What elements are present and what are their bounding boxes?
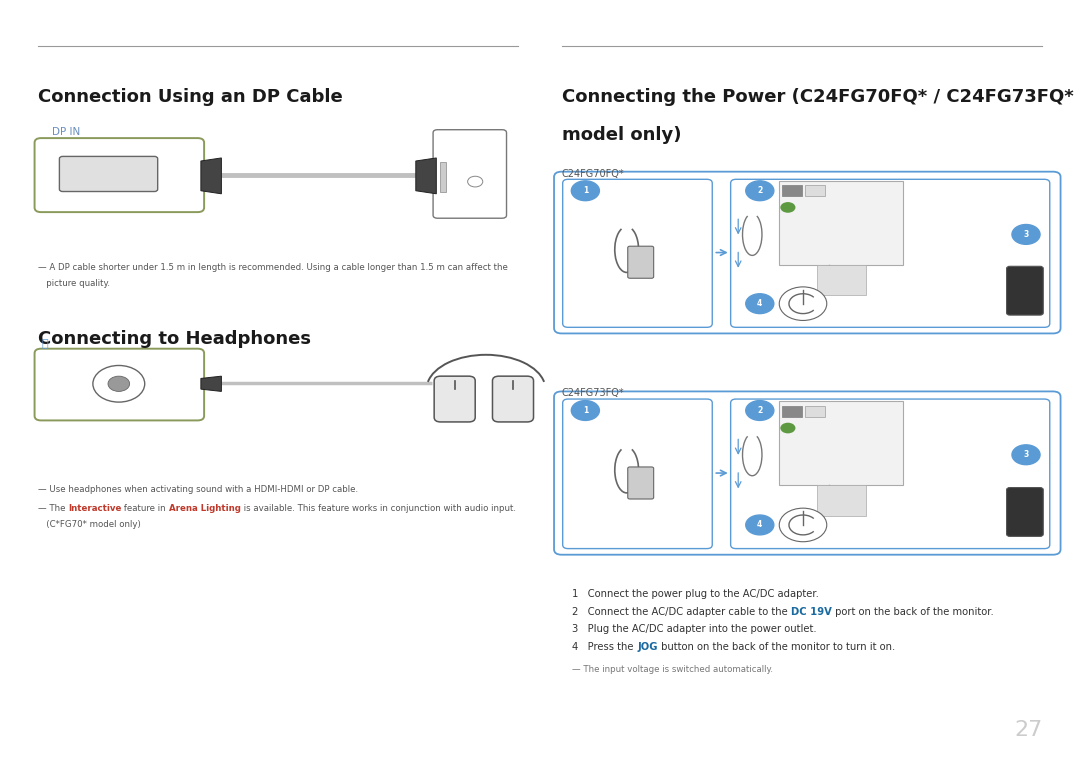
FancyBboxPatch shape bbox=[1007, 488, 1043, 536]
Circle shape bbox=[781, 202, 796, 213]
Text: 2: 2 bbox=[757, 186, 762, 195]
Text: 3: 3 bbox=[1024, 230, 1028, 239]
Circle shape bbox=[571, 401, 599, 420]
Circle shape bbox=[781, 423, 796, 433]
Text: 1: 1 bbox=[583, 406, 588, 415]
Circle shape bbox=[780, 287, 827, 320]
Text: is available. This feature works in conjunction with audio input.: is available. This feature works in conj… bbox=[241, 504, 515, 513]
Text: 2   Connect the AC/DC adapter cable to the: 2 Connect the AC/DC adapter cable to the bbox=[572, 607, 792, 617]
Text: C24FG70FQ*: C24FG70FQ* bbox=[562, 169, 624, 179]
Text: picture quality.: picture quality. bbox=[38, 279, 110, 288]
FancyBboxPatch shape bbox=[783, 185, 802, 196]
FancyBboxPatch shape bbox=[35, 349, 204, 420]
FancyBboxPatch shape bbox=[434, 376, 475, 422]
Text: 4   Press the: 4 Press the bbox=[572, 642, 637, 652]
FancyBboxPatch shape bbox=[35, 138, 204, 212]
Text: 4: 4 bbox=[757, 299, 762, 308]
FancyBboxPatch shape bbox=[59, 156, 158, 192]
FancyBboxPatch shape bbox=[806, 185, 825, 196]
FancyBboxPatch shape bbox=[627, 246, 653, 278]
FancyBboxPatch shape bbox=[783, 406, 802, 417]
FancyBboxPatch shape bbox=[433, 130, 507, 218]
Text: Connecting the Power (C24FG70FQ* / C24FG73FQ*: Connecting the Power (C24FG70FQ* / C24FG… bbox=[562, 88, 1074, 106]
FancyBboxPatch shape bbox=[816, 485, 866, 516]
Text: JOG: JOG bbox=[637, 642, 658, 652]
Circle shape bbox=[93, 365, 145, 402]
FancyBboxPatch shape bbox=[780, 181, 904, 265]
Text: — A DP cable shorter under 1.5 m in length is recommended. Using a cable longer : — A DP cable shorter under 1.5 m in leng… bbox=[38, 263, 508, 272]
Circle shape bbox=[780, 508, 827, 542]
Circle shape bbox=[108, 376, 130, 391]
Text: Interactive: Interactive bbox=[68, 504, 121, 513]
Text: DC 19V: DC 19V bbox=[792, 607, 833, 617]
FancyBboxPatch shape bbox=[806, 406, 825, 417]
Text: 2: 2 bbox=[757, 406, 762, 415]
Text: — Use headphones when activating sound with a HDMI-HDMI or DP cable.: — Use headphones when activating sound w… bbox=[38, 485, 357, 494]
Circle shape bbox=[746, 181, 774, 201]
FancyBboxPatch shape bbox=[554, 391, 1061, 555]
Circle shape bbox=[746, 294, 774, 314]
Circle shape bbox=[1012, 445, 1040, 465]
FancyBboxPatch shape bbox=[1007, 266, 1043, 315]
Text: Connection Using an DP Cable: Connection Using an DP Cable bbox=[38, 88, 342, 106]
Text: C24FG73FQ*: C24FG73FQ* bbox=[562, 388, 624, 398]
Text: DP IN: DP IN bbox=[52, 127, 80, 137]
Polygon shape bbox=[416, 158, 436, 194]
FancyBboxPatch shape bbox=[563, 179, 713, 327]
Text: port on the back of the monitor.: port on the back of the monitor. bbox=[833, 607, 994, 617]
Circle shape bbox=[1012, 224, 1040, 244]
FancyBboxPatch shape bbox=[731, 179, 1050, 327]
FancyBboxPatch shape bbox=[440, 162, 446, 192]
Text: Arena Lighting: Arena Lighting bbox=[168, 504, 241, 513]
Text: feature in: feature in bbox=[121, 504, 168, 513]
FancyBboxPatch shape bbox=[492, 376, 534, 422]
Text: button on the back of the monitor to turn it on.: button on the back of the monitor to tur… bbox=[658, 642, 894, 652]
Text: Connecting to Headphones: Connecting to Headphones bbox=[38, 330, 311, 348]
Circle shape bbox=[571, 181, 599, 201]
FancyBboxPatch shape bbox=[780, 401, 904, 485]
FancyBboxPatch shape bbox=[816, 265, 866, 295]
Polygon shape bbox=[201, 376, 221, 391]
FancyBboxPatch shape bbox=[627, 467, 653, 499]
Text: 1   Connect the power plug to the AC/DC adapter.: 1 Connect the power plug to the AC/DC ad… bbox=[572, 589, 820, 599]
Polygon shape bbox=[201, 158, 221, 194]
Text: — The: — The bbox=[38, 504, 68, 513]
Circle shape bbox=[746, 401, 774, 420]
Text: 3: 3 bbox=[1024, 450, 1028, 459]
FancyBboxPatch shape bbox=[563, 399, 713, 549]
Text: 3   Plug the AC/DC adapter into the power outlet.: 3 Plug the AC/DC adapter into the power … bbox=[572, 624, 818, 634]
Text: (C*FG70* model only): (C*FG70* model only) bbox=[38, 520, 140, 530]
Text: 27: 27 bbox=[1014, 720, 1042, 740]
Text: 4: 4 bbox=[757, 520, 762, 530]
FancyBboxPatch shape bbox=[554, 172, 1061, 333]
Text: 1: 1 bbox=[583, 186, 588, 195]
Circle shape bbox=[746, 515, 774, 535]
Text: — The input voltage is switched automatically.: — The input voltage is switched automati… bbox=[572, 665, 773, 674]
Text: 🎧: 🎧 bbox=[41, 339, 48, 349]
FancyBboxPatch shape bbox=[731, 399, 1050, 549]
Text: model only): model only) bbox=[562, 126, 681, 144]
